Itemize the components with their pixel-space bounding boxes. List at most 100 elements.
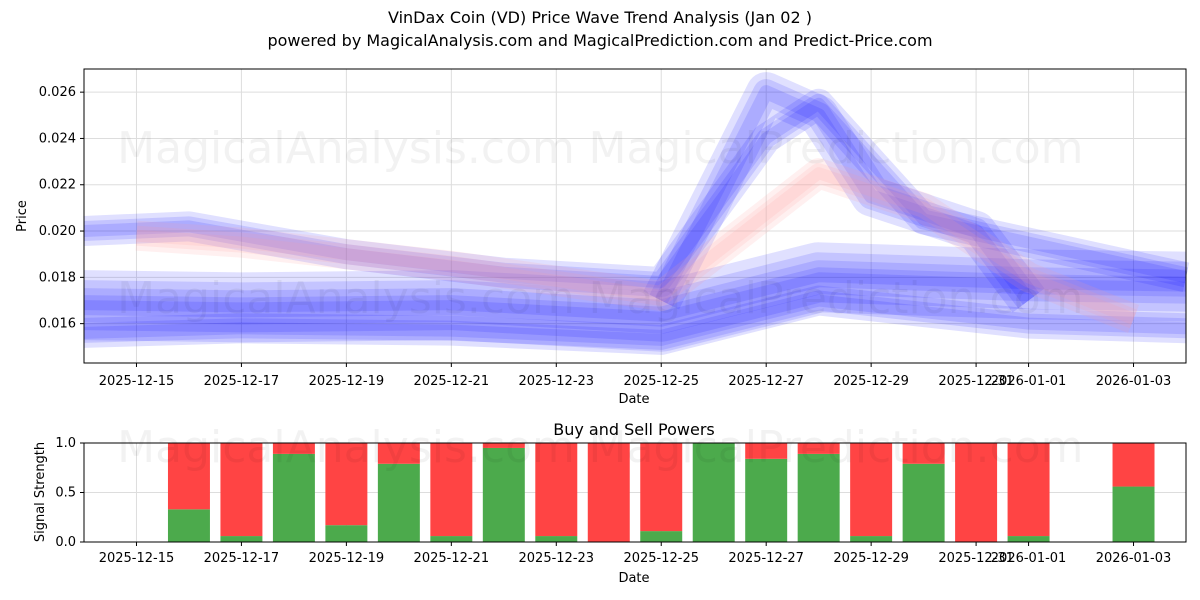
wave-band-pink-trend xyxy=(135,163,1138,329)
sell-bar xyxy=(535,443,578,537)
chart-title: VinDax Coin (VD) Price Wave Trend Analys… xyxy=(387,8,812,27)
sell-bar xyxy=(955,443,998,542)
price-x-tick-label: 2025-12-25 xyxy=(623,374,699,389)
signal-x-tick-label: 2026-01-03 xyxy=(1096,551,1172,566)
signal-x-axis-label: Date xyxy=(618,571,649,586)
price-wave-bands xyxy=(83,72,1190,355)
buy-bar xyxy=(692,443,735,542)
signal-y-tick-label: 0.0 xyxy=(55,535,76,550)
buy-bar xyxy=(482,447,525,542)
buy-bar xyxy=(272,453,315,542)
sell-bar xyxy=(167,443,210,510)
buy-bar xyxy=(640,531,683,542)
signal-chart-title: Buy and Sell Powers xyxy=(553,420,715,439)
sell-bar xyxy=(745,443,788,459)
wave-band-forecast-peak xyxy=(643,72,1045,313)
signal-x-tick-label: 2026-01-01 xyxy=(991,551,1067,566)
price-x-tick-label: 2025-12-19 xyxy=(309,374,385,389)
signal-y-tick-label: 1.0 xyxy=(55,436,76,451)
buy-bar xyxy=(325,525,368,542)
buy-bar xyxy=(1112,486,1155,542)
signal-x-tick-label: 2025-12-15 xyxy=(99,551,175,566)
wave-band-wave-upper xyxy=(83,93,1189,292)
wave-band-forecast-peak xyxy=(649,79,1039,309)
sell-bar xyxy=(220,443,263,537)
wave-band-wave-core xyxy=(83,272,1187,322)
watermark-prediction-bottom: MagicalPrediction.com xyxy=(589,422,1084,473)
watermark-analysis-top: MagicalAnalysis.com xyxy=(117,123,575,174)
sell-bar xyxy=(850,443,893,537)
buy-bar xyxy=(902,463,945,542)
sell-bar xyxy=(325,443,368,526)
price-x-tick-label: 2025-12-23 xyxy=(519,374,595,389)
sell-bar xyxy=(1007,443,1050,537)
signal-x-tick-label: 2025-12-27 xyxy=(728,551,804,566)
signal-x-tick-label: 2025-12-23 xyxy=(519,551,595,566)
buy-bar xyxy=(535,536,578,542)
signal-x-tick-label: 2025-12-17 xyxy=(204,551,280,566)
price-x-tick-label: 2025-12-17 xyxy=(204,374,280,389)
price-grid xyxy=(84,69,1186,363)
buy-bar xyxy=(1007,536,1050,542)
wave-band-wave-lower xyxy=(83,294,1187,346)
price-y-tick-label: 0.024 xyxy=(39,131,76,146)
sell-bar xyxy=(272,443,315,454)
signal-bars xyxy=(167,443,1155,542)
wave-band-wave-core xyxy=(83,242,1187,352)
signal-x-tick-label: 2025-12-19 xyxy=(309,551,385,566)
signal-x-tick-label: 2025-12-29 xyxy=(833,551,909,566)
buy-bar xyxy=(377,463,420,542)
wave-band-wave-core xyxy=(83,267,1187,327)
price-x-tick-label: 2025-12-27 xyxy=(728,374,804,389)
sell-bar xyxy=(1112,443,1155,487)
price-y-axis-label: Price xyxy=(15,200,30,232)
price-x-ticks: 2025-12-15 2025-12-17 2025-12-19 2025-12-21… xyxy=(99,363,1172,389)
wave-band-wave-upper xyxy=(83,97,1188,288)
buy-bar xyxy=(745,458,788,542)
signal-x-ticks: 2025-12-15 2025-12-17 2025-12-19 2025-12-21… xyxy=(99,542,1172,566)
wave-band-wave-core xyxy=(83,260,1187,334)
wave-band-pink-trend xyxy=(135,158,1140,333)
chart-subtitle: powered by MagicalAnalysis.com and Magic… xyxy=(267,31,933,50)
buy-bar xyxy=(797,453,840,542)
price-plot-frame xyxy=(83,68,1187,364)
wave-band-wave-core xyxy=(83,252,1187,342)
buy-bar xyxy=(220,536,263,542)
price-x-tick-label: 2025-12-15 xyxy=(99,374,175,389)
price-x-tick-label: 2025-12-21 xyxy=(414,374,490,389)
watermark-analysis-bottom: MagicalAnalysis.com xyxy=(117,422,575,473)
wave-band-wave-lower xyxy=(83,285,1187,355)
wave-band-wave-lower xyxy=(83,290,1187,350)
sell-bar xyxy=(430,443,473,537)
watermark-prediction-mid: MagicalPrediction.com xyxy=(589,273,1084,324)
price-x-tick-label: 2026-01-01 xyxy=(991,374,1067,389)
watermark-analysis-mid: MagicalAnalysis.com xyxy=(117,273,575,324)
wave-band-forecast-peak xyxy=(654,85,1035,305)
signal-x-tick-label: 2025-12-25 xyxy=(623,551,699,566)
price-y-tick-label: 0.022 xyxy=(39,178,76,193)
signal-y-axis-label: Signal Strength xyxy=(33,442,48,542)
price-y-ticks: 0.016 0.018 0.020 0.022 0.024 0.026 xyxy=(39,85,84,332)
price-y-tick-label: 0.016 xyxy=(39,317,76,332)
sell-bar xyxy=(377,443,420,464)
price-y-tick-label: 0.020 xyxy=(39,224,76,239)
price-x-axis-label: Date xyxy=(618,392,649,407)
price-y-tick-label: 0.018 xyxy=(39,270,76,285)
signal-x-tick-label: 2025-12-21 xyxy=(414,551,490,566)
price-x-tick-label: 2025-12-29 xyxy=(833,374,909,389)
signal-y-ticks: 0.0 0.5 1.0 xyxy=(55,436,84,550)
buy-bar xyxy=(430,536,473,542)
watermark-prediction-top: MagicalPrediction.com xyxy=(589,123,1084,174)
signal-x-tick-label: 2025-12-31 xyxy=(938,551,1014,566)
wave-band-pink-trend xyxy=(136,167,1136,325)
signal-y-tick-label: 0.5 xyxy=(55,486,76,501)
price-x-tick-label: 2025-12-31 xyxy=(938,374,1014,389)
price-x-tick-label: 2026-01-03 xyxy=(1096,374,1172,389)
price-y-tick-label: 0.026 xyxy=(39,85,76,100)
sell-bar xyxy=(902,443,945,464)
sell-bar xyxy=(797,443,840,454)
wave-band-wave-upper xyxy=(83,88,1190,297)
sell-bar xyxy=(587,443,630,542)
buy-bar xyxy=(167,509,210,542)
